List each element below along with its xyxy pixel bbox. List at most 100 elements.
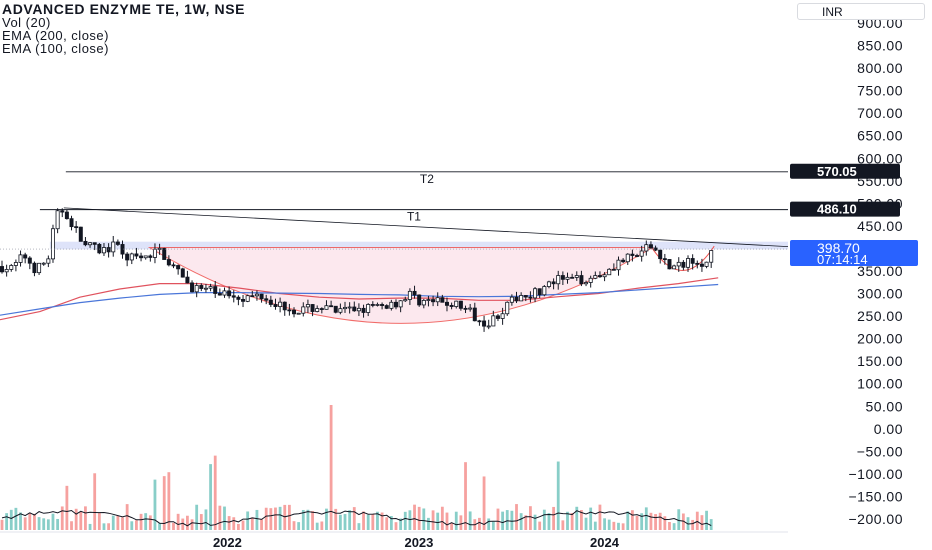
volume-bar xyxy=(510,510,514,530)
volume-bar xyxy=(232,517,236,530)
candle-body xyxy=(491,315,496,327)
y-tick-label: 650.00 xyxy=(857,128,903,144)
volume-bar xyxy=(186,515,189,530)
volume-bar xyxy=(403,511,407,530)
candle-body xyxy=(166,259,171,266)
ema200-indicator-label[interactable]: EMA (200, close) xyxy=(2,28,109,43)
volume-bar xyxy=(413,504,416,530)
candle-body xyxy=(185,276,190,284)
volume-bar xyxy=(366,514,370,530)
candle-body xyxy=(27,257,32,264)
candle-body xyxy=(55,210,60,230)
currency-selector[interactable]: INR xyxy=(797,3,925,20)
candle-body xyxy=(264,298,269,301)
volume-bar xyxy=(663,516,667,530)
candle-body xyxy=(268,299,273,305)
volume-bar xyxy=(125,504,129,530)
volume-bar xyxy=(209,464,212,530)
candle-body xyxy=(227,290,232,297)
candle-body xyxy=(593,275,598,279)
candle-body xyxy=(468,307,473,310)
y-tick-label: 0.00 xyxy=(874,421,903,437)
candle-body xyxy=(23,254,28,259)
volume-bar xyxy=(681,513,685,530)
volume-bar xyxy=(172,522,175,530)
volume-bar xyxy=(79,511,83,530)
volume-bar xyxy=(487,518,491,530)
volume-bar xyxy=(315,522,319,530)
volume-bar xyxy=(598,504,602,530)
volume-bar xyxy=(111,515,115,530)
volume-bar xyxy=(260,519,263,530)
volume-bar xyxy=(223,506,226,530)
candle-body xyxy=(199,285,204,289)
candle-body xyxy=(250,295,255,298)
candle-body xyxy=(37,262,42,274)
candle-body xyxy=(477,320,482,323)
level-badge-t1 xyxy=(790,201,900,217)
volume-bar xyxy=(56,518,60,530)
volume-bar xyxy=(213,455,217,530)
volume-bar xyxy=(529,506,532,530)
volume-bar xyxy=(65,485,69,530)
candle-body xyxy=(106,247,111,253)
volume-bar xyxy=(394,522,398,530)
candle-body xyxy=(296,312,301,315)
volume-bar xyxy=(19,512,22,530)
y-tick-label: 700.00 xyxy=(857,105,903,121)
candle-body xyxy=(579,275,584,285)
candle-body xyxy=(190,282,195,293)
volume-bar xyxy=(241,520,245,530)
volume-bar xyxy=(607,519,611,530)
volume-bar xyxy=(491,521,495,530)
volume-bar xyxy=(153,479,157,530)
level-value-t2: 570.05 xyxy=(817,164,857,179)
volume-bar xyxy=(389,516,393,530)
candle-body xyxy=(686,258,691,268)
x-tick-label: 2023 xyxy=(404,535,433,550)
volume-bar xyxy=(37,517,41,530)
candle-body xyxy=(486,325,491,328)
volume-bar xyxy=(287,504,291,530)
candle-body xyxy=(245,295,250,302)
y-tick-label: 550.00 xyxy=(857,173,903,189)
ema100-indicator-label[interactable]: EMA (100, close) xyxy=(2,41,109,56)
volume-bar xyxy=(348,510,352,530)
candle-body xyxy=(528,296,533,299)
volume-bar xyxy=(283,504,287,530)
volume-bar xyxy=(542,509,546,530)
x-tick-label: 2024 xyxy=(590,535,620,550)
level-badge-t2 xyxy=(790,163,900,179)
volume-bar xyxy=(691,519,695,530)
y-tick-label: 350.00 xyxy=(857,263,903,279)
y-tick-label: 600.00 xyxy=(857,150,903,166)
volume-bar xyxy=(301,509,305,530)
candle-body xyxy=(454,300,459,307)
candle-body xyxy=(695,262,700,265)
candle-body xyxy=(551,281,556,285)
candle-body xyxy=(343,306,348,310)
volume-bar xyxy=(695,511,699,530)
candle-body xyxy=(111,241,116,253)
volume-bar xyxy=(199,514,203,530)
volume-bar xyxy=(162,476,166,530)
candle-body xyxy=(403,299,408,302)
resistance-zone xyxy=(49,241,789,250)
y-tick-label: 300.00 xyxy=(857,286,903,302)
volume-bar xyxy=(74,508,78,530)
volume-bar xyxy=(28,512,32,530)
volume-bar xyxy=(584,517,588,530)
volume-bar xyxy=(630,510,634,530)
candle-body xyxy=(602,274,607,278)
descending-trendline xyxy=(63,207,789,248)
candle-body xyxy=(315,308,320,312)
volume-bar xyxy=(227,516,231,530)
candle-body xyxy=(4,269,9,273)
candle-body xyxy=(241,298,246,302)
volume-indicator-label[interactable]: Vol (20) xyxy=(2,15,51,30)
candle-body xyxy=(625,253,630,263)
y-tick-label: 850.00 xyxy=(857,38,903,54)
volume-bar xyxy=(0,519,4,530)
candle-body xyxy=(431,299,436,303)
candle-body xyxy=(319,308,324,310)
